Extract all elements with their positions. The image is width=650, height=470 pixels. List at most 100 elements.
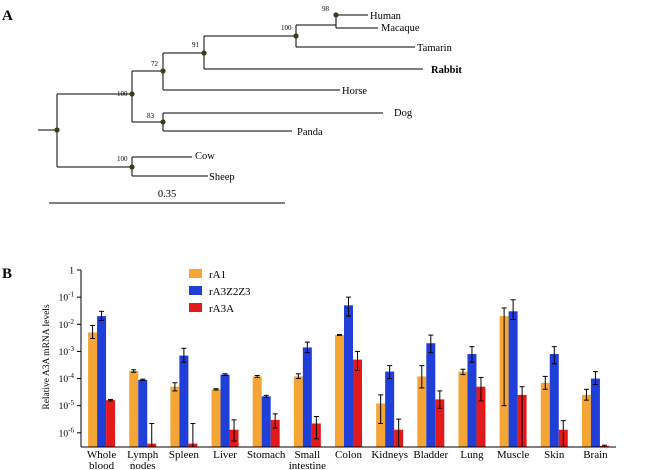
bootstrap-value: 100 [117,155,128,163]
bootstrap-value: 98 [322,5,330,13]
x-tick-label: Brain [583,449,608,461]
bar-ra1-brain [581,394,591,447]
bar-ra3a-lung [476,386,486,447]
leaf-label-human: Human [370,11,402,22]
bootstrap-value: 100 [117,90,128,98]
bar-ra1-kidneys [376,403,386,447]
y-tick-exponent: -5 [68,399,74,407]
leaf-label-cow: Cow [195,151,215,162]
bar-ra1-stomach [252,376,262,447]
x-tick-label: Liver [213,449,237,461]
y-tick-label: 10-3 [59,345,75,358]
x-tick-label-line2: nodes [130,460,156,470]
bar-ra3z2z3-small [302,347,312,447]
legend-label-ra3z2z3: rA3Z2Z3 [209,286,251,298]
x-tick-label: Lung [460,449,484,461]
y-tick-exponent: -1 [68,291,74,299]
bar-ra3a-bladder [435,399,445,447]
y-tick-label: 10-4 [59,372,75,385]
tree-node [201,50,207,56]
y-tick-base: 10 [59,348,69,358]
panel-b-bar-chart: B Relative A3A mRNA levels 110-110-210-3… [2,266,616,470]
x-tick-label-line2: blood [89,460,115,470]
x-tick-label: Colon [335,449,362,461]
bars [88,305,609,447]
leaf-label-panda: Panda [297,127,323,138]
bar-ra1-colon [335,335,344,447]
legend-label-ra3a: rA3A [209,303,234,315]
y-tick-exponent: -4 [68,372,74,380]
x-tick-label: Lymph [127,449,159,461]
y-tick-exponent: -2 [68,318,74,326]
leaf-labels: Human Macaque Tamarin Rabbit Horse Dog P… [195,11,462,183]
leaf-label-sheep: Sheep [209,172,235,183]
legend-swatch-ra1 [189,269,202,278]
tree-node [333,12,339,18]
tree-node [129,164,135,170]
tree-nodes [54,12,339,170]
bootstrap-value: 72 [151,60,159,68]
x-tick-label-line2: intestine [289,460,326,470]
bar-ra1-lung [458,371,468,447]
y-tick-label: 1 [69,267,74,277]
legend: rA1 rA3Z2Z3 rA3A [189,269,251,315]
legend-label-ra1: rA1 [209,269,226,281]
x-tick-label: Bladder [413,449,448,461]
x-tick-label: Skin [544,449,565,461]
bar-ra1-bladder [417,376,427,447]
legend-swatch-ra3z2z3 [189,286,202,295]
tree-node [160,68,166,74]
y-tick-base: 10 [59,429,69,439]
panel-a-label: A [2,8,13,24]
y-tick-label: 10-1 [59,291,75,304]
y-axis-ticks: 110-110-210-310-410-510-6 [59,267,81,439]
bar-ra3z2z3-lymph [138,379,148,447]
x-tick-label: Stomach [247,449,286,461]
tree-node [293,33,299,39]
y-tick-base: 10 [59,321,69,331]
leaf-label-dog: Dog [394,108,413,119]
bootstrap-value: 83 [147,112,155,120]
y-tick-label: 10-6 [59,426,75,439]
bar-ra1-liver [211,389,221,447]
tree-node [129,91,135,97]
y-tick-exponent: -6 [68,426,74,434]
y-tick-exponent: -3 [68,345,74,353]
bar-ra3z2z3-skin [549,354,559,447]
leaf-label-horse: Horse [342,86,367,97]
bar-ra3z2z3-brain [590,378,600,447]
x-tick-label: Whole [87,449,116,461]
bar-ra3z2z3-muscle [508,311,518,447]
bar-ra3z2z3-bladder [426,343,436,447]
tree-node [160,119,166,125]
bootstrap-value: 91 [192,41,200,49]
bar-ra3a-whole [106,400,116,447]
bar-ra3z2z3-colon [344,305,353,447]
legend-swatch-ra3a [189,303,202,312]
bootstrap-values: 98 100 91 72 100 83 100 [117,5,330,163]
bar-ra1-spleen [170,386,180,447]
leaf-label-macaque: Macaque [381,23,420,34]
tree-node-root [54,127,60,133]
bar-ra3z2z3-stomach [261,396,271,447]
bar-ra1-lymph [129,370,139,447]
bar-ra3z2z3-kidneys [385,371,395,447]
bootstrap-value: 100 [281,24,292,32]
bar-ra3z2z3-spleen [179,355,189,447]
leaf-label-tamarin: Tamarin [417,43,453,54]
y-tick-label: 10-2 [59,318,75,331]
bar-ra3z2z3-whole [97,316,107,447]
bar-ra3a-stomach [270,419,280,447]
bar-ra3z2z3-liver [220,374,230,447]
y-tick-base: 10 [59,375,69,385]
y-tick-label: 10-5 [59,399,75,412]
x-tick-label: Muscle [497,449,530,461]
y-tick-base: 1 [69,267,74,277]
bar-ra1-small [293,376,303,447]
bar-ra1-whole [88,332,98,447]
panel-b-label: B [2,266,12,282]
leaf-label-rabbit: Rabbit [431,65,462,76]
bar-ra1-skin [540,382,550,447]
